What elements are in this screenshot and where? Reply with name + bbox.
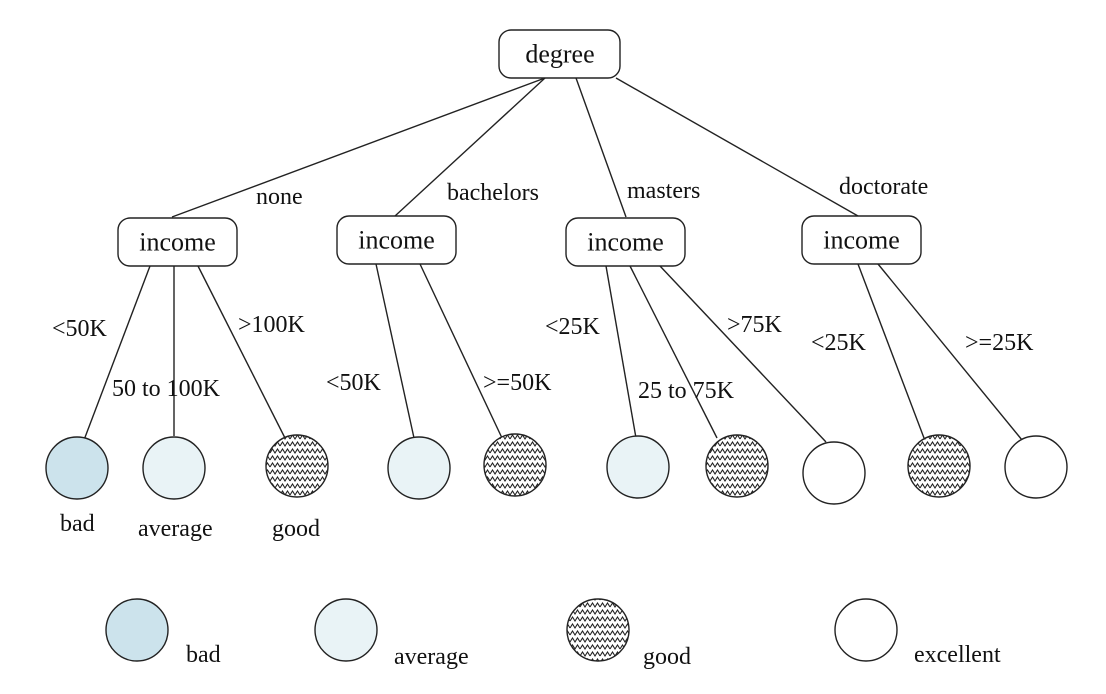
income-node-doctorate: income — [801, 215, 922, 265]
income-node-masters: income — [565, 217, 686, 267]
leaf-doctorate-lt25k — [907, 434, 971, 498]
leaf-none-50to100k — [142, 436, 206, 500]
edge-degree-doctorate — [615, 77, 859, 217]
leaf-caption-bad: bad — [60, 511, 95, 537]
legend-label-average: average — [394, 644, 469, 670]
leaf-doctorate-ge25k — [1004, 435, 1068, 499]
edge-label-masters-gt75k: >75K — [727, 312, 783, 338]
leaf-caption-good: good — [272, 516, 320, 542]
leaf-caption-average: average — [138, 516, 213, 542]
edge-label-none-50to100k: 50 to 100K — [112, 376, 221, 402]
income-node-label: income — [587, 228, 664, 257]
edge-bachelors-ge50k — [419, 263, 503, 439]
income-node-label: income — [823, 226, 900, 255]
edge-degree-bachelors — [394, 77, 546, 217]
edge-degree-none — [171, 77, 546, 218]
edge-label-masters-25to75k: 25 to 75K — [638, 378, 735, 404]
edge-masters-25to75k — [629, 265, 718, 439]
legend-label-bad: bad — [186, 642, 221, 668]
edge-masters-lt25k — [605, 265, 637, 439]
edge-doctorate-lt25k — [857, 263, 925, 439]
edge-doctorate-ge25k — [877, 263, 1023, 441]
root-node: degree — [498, 29, 621, 79]
leaf-none-gt100k — [265, 434, 329, 498]
edge-label-none-gt100k: >100K — [238, 312, 306, 338]
edge-masters-gt75k — [659, 265, 827, 443]
leaf-masters-25to75k — [705, 434, 769, 498]
edge-label-none-lt50k: <50K — [52, 316, 108, 342]
legend-label-excellent: excellent — [914, 642, 1001, 668]
leaf-bachelors-ge50k — [483, 433, 547, 497]
edge-bachelors-lt50k — [375, 263, 415, 439]
legend-swatch-good — [566, 598, 630, 662]
income-node-bachelors: income — [336, 215, 457, 265]
edge-none-lt50k — [83, 265, 151, 441]
edge-label-bachelors-ge50k: >=50K — [483, 370, 552, 396]
edge-degree-masters — [575, 77, 627, 218]
edge-label-doctorate: doctorate — [839, 174, 928, 200]
income-node-none: income — [117, 217, 238, 267]
legend: bad average good excellent — [105, 598, 1001, 670]
edge-label-masters: masters — [627, 178, 700, 204]
legend-swatch-excellent — [834, 598, 898, 662]
income-node-label: income — [358, 226, 435, 255]
edge-label-bachelors: bachelors — [447, 180, 539, 206]
leaf-masters-lt25k — [606, 435, 670, 499]
edge-label-bachelors-lt50k: <50K — [326, 370, 382, 396]
edge-label-doctorate-ge25k: >=25K — [965, 330, 1034, 356]
edge-label-none: none — [256, 184, 303, 210]
legend-swatch-average — [314, 598, 378, 662]
leaf-none-lt50k — [45, 436, 109, 500]
leaf-masters-gt75k — [802, 441, 866, 505]
root-node-label: degree — [525, 40, 594, 69]
edge-label-masters-lt25k: <25K — [545, 314, 601, 340]
edge-label-doctorate-lt25k: <25K — [811, 330, 867, 356]
legend-swatch-bad — [105, 598, 169, 662]
legend-label-good: good — [643, 644, 691, 670]
edge-none-gt100k — [197, 265, 287, 441]
income-node-label: income — [139, 228, 216, 257]
leaf-bachelors-lt50k — [387, 436, 451, 500]
